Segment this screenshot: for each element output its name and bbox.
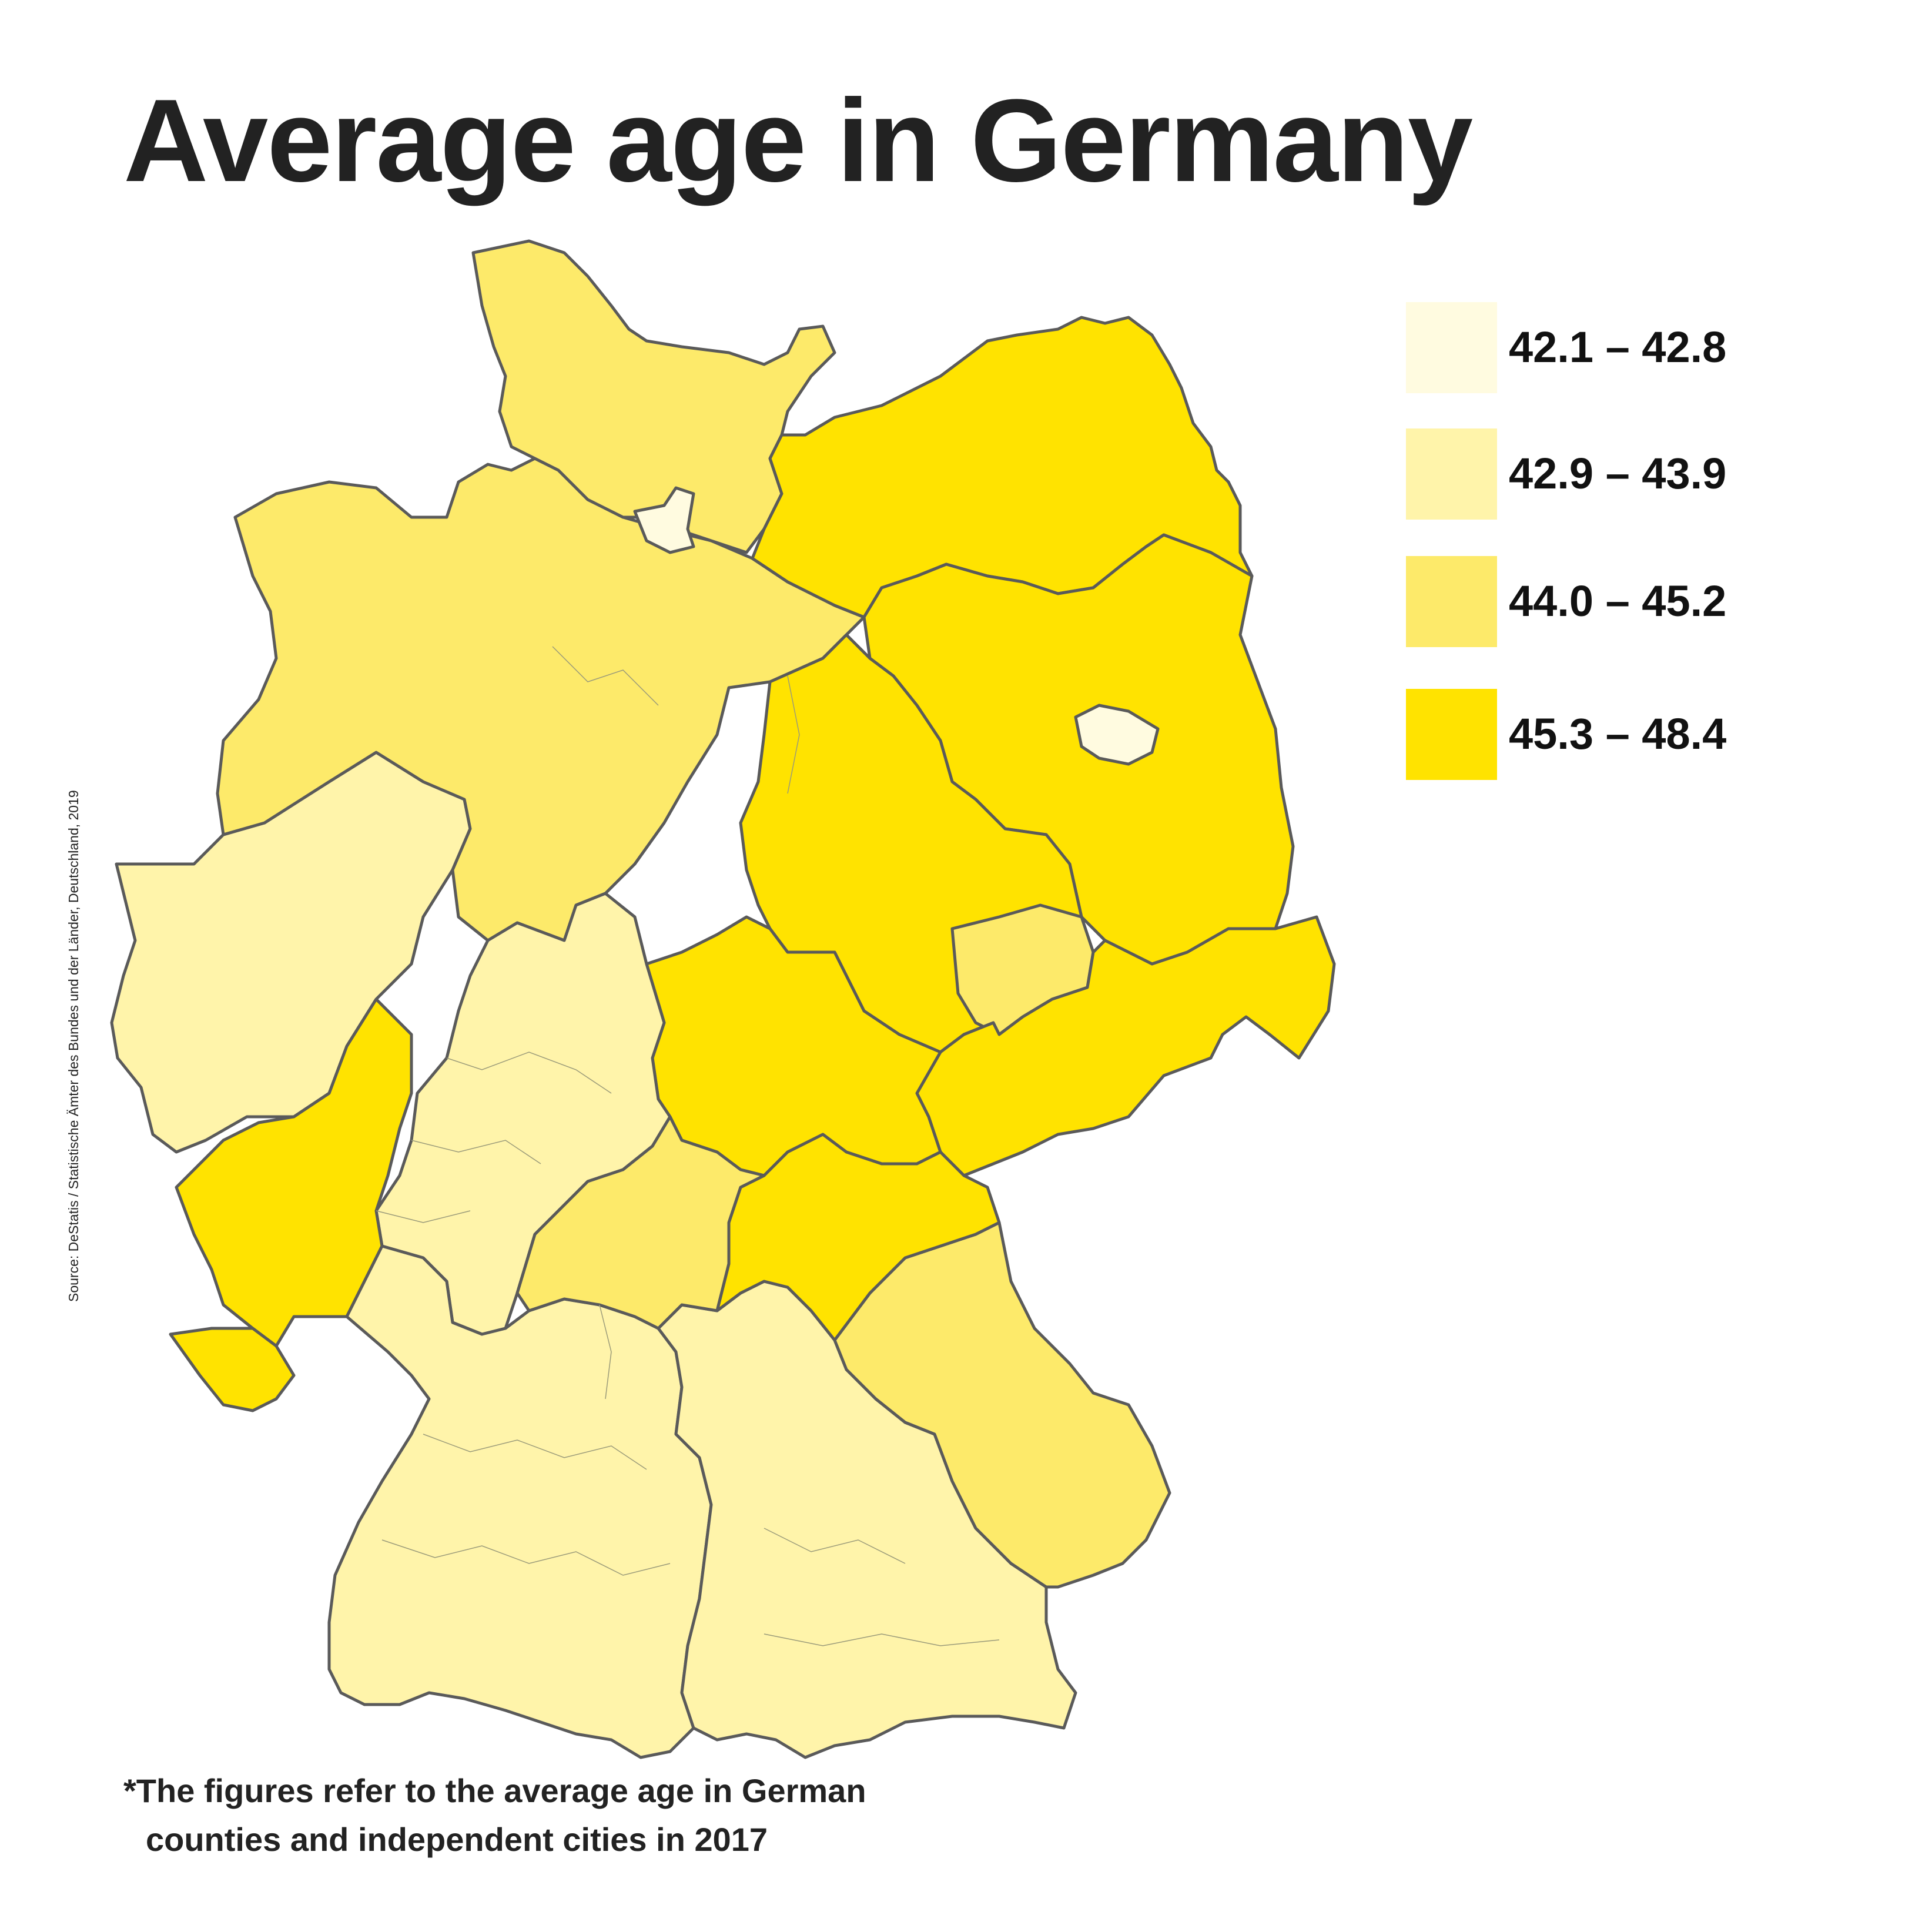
legend-label: 45.3 – 48.4 <box>1509 709 1727 758</box>
legend-swatch <box>1406 428 1497 520</box>
legend-swatch <box>1406 302 1497 393</box>
county-boundaries <box>376 646 1000 1646</box>
legend-swatch <box>1406 556 1497 647</box>
region-rhineland-palatinate <box>175 997 413 1348</box>
region-berlin <box>1074 704 1160 766</box>
footnote-line-1: *The figures refer to the average age in… <box>123 1772 866 1809</box>
legend-label: 42.1 – 42.8 <box>1509 323 1727 371</box>
legend-item: 42.1 – 42.8 <box>1406 302 1876 396</box>
footnote-line-2: counties and independent cities in 2017 <box>146 1821 768 1858</box>
legend-swatch <box>1406 689 1497 780</box>
legend-label: 42.9 – 43.9 <box>1509 449 1727 498</box>
region-lower-franconia <box>515 1115 766 1330</box>
map-title: Average age in Germany <box>123 75 1473 206</box>
legend-item: 45.3 – 48.4 <box>1406 689 1876 783</box>
legend-item: 42.9 – 43.9 <box>1406 428 1876 523</box>
legend-label: 44.0 – 45.2 <box>1509 577 1727 625</box>
region-hamburg <box>633 486 695 554</box>
region-saarland <box>169 1327 296 1412</box>
region-lower-saxony <box>216 457 866 942</box>
footnote: *The figures refer to the average age in… <box>123 1766 866 1864</box>
legend-item: 44.0 – 45.2 <box>1406 556 1876 650</box>
